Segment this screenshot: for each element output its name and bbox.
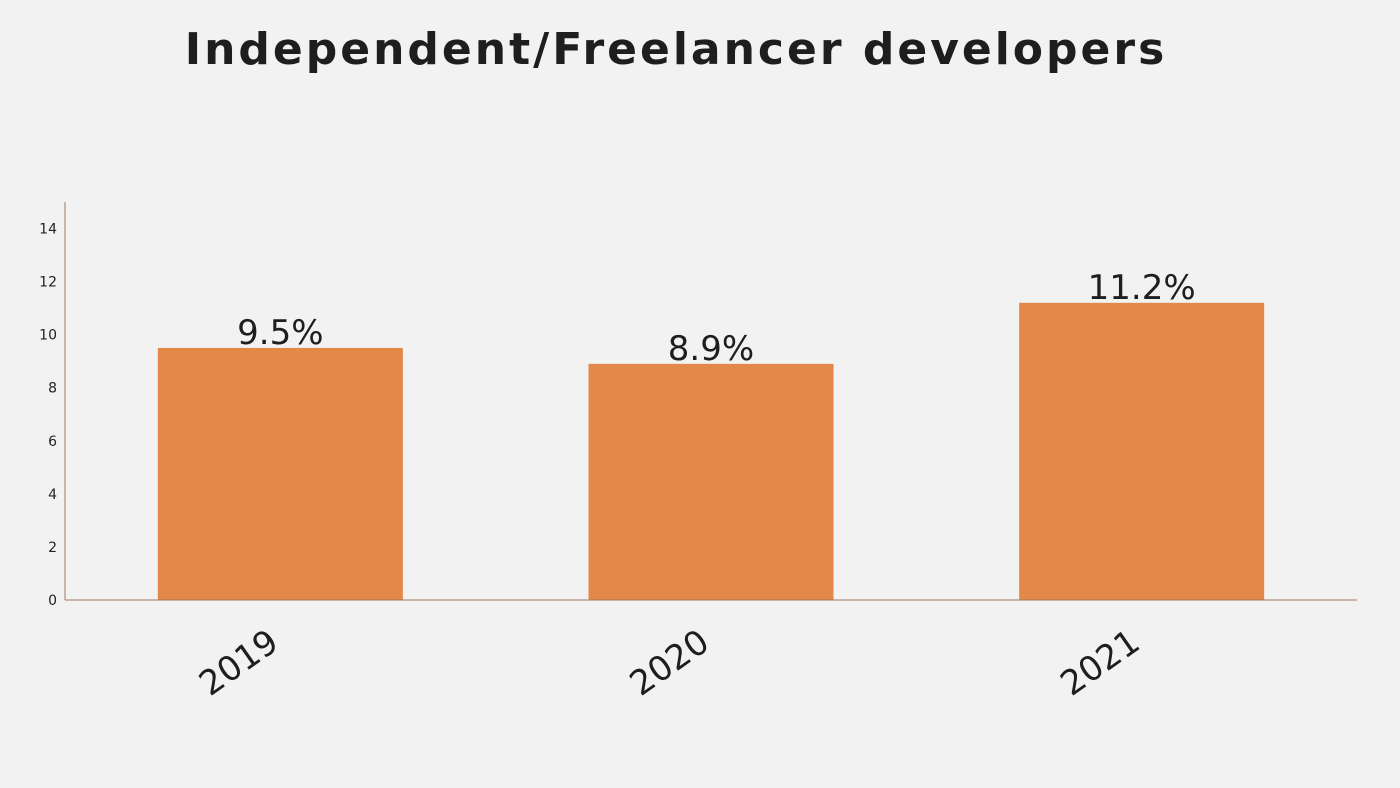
data-label-2020: 8.9% [668,329,754,369]
bar-2020 [588,363,834,600]
y-tick-label: 12 [39,275,57,291]
x-tick-label-2020: 2020 [623,622,717,704]
data-label-2021: 11.2% [1088,268,1196,308]
bars [157,302,1265,600]
y-tick-label: 0 [48,593,57,609]
y-tick-label: 6 [48,434,57,450]
x-axis: 2019 2020 2021 [65,599,1357,704]
data-label-2019: 9.5% [237,313,323,353]
y-axis: 0 2 4 6 8 10 12 14 [39,202,66,609]
y-tick-label: 14 [39,222,57,238]
data-labels: 9.5% 8.9% 11.2% [237,268,1196,369]
y-tick-label: 2 [48,540,57,556]
x-tick-label-2019: 2019 [192,622,286,704]
chart-title: Independent/Freelancer developers [184,24,1168,75]
bar-2021 [1019,302,1265,600]
y-tick-label: 8 [48,381,57,397]
y-tick-label: 10 [39,328,57,344]
x-tick-label-2021: 2021 [1053,622,1147,704]
y-tick-label: 4 [48,487,57,503]
bar-2019 [157,347,403,600]
